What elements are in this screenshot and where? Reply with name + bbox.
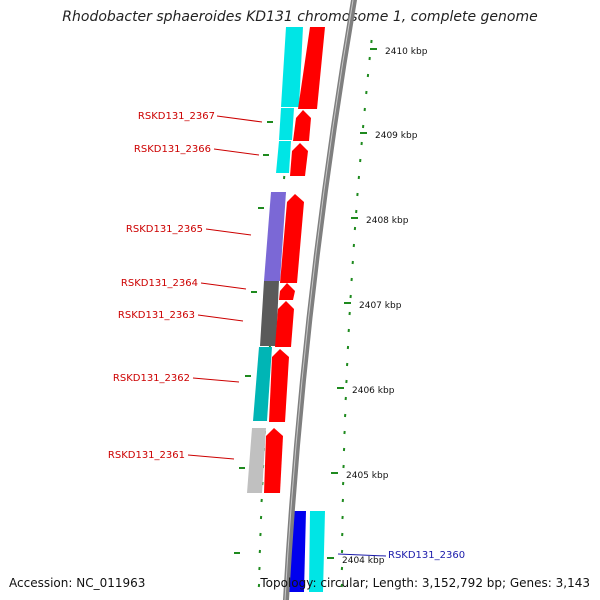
cog-bar-2360-b: [309, 511, 325, 592]
gene-arrow-2366: [290, 143, 308, 176]
cog-bar-2366: [276, 141, 291, 173]
scale-label-2409: 2409 kbp: [375, 131, 418, 141]
genome-backbone-highlight: [284, 0, 354, 600]
scale-label-2405: 2405 kbp: [346, 471, 389, 481]
cog-bar-top-cyan: [281, 27, 303, 107]
scale-ruler: 2410 kbp 2409 kbp 2408 kbp 2407 kbp 2406…: [327, 47, 428, 566]
scale-label-2408: 2408 kbp: [366, 216, 409, 226]
gene-label-2363[interactable]: RSKD131_2363: [118, 310, 195, 321]
cog-bar-2365: [264, 192, 286, 281]
scale-label-2406: 2406 kbp: [352, 386, 395, 396]
scale-label-2407: 2407 kbp: [359, 301, 402, 311]
leader-2365: [205, 228, 252, 236]
gene-arrow-top: [298, 27, 325, 109]
leader-2364: [200, 282, 247, 290]
gene-labels: RSKD131_2367 RSKD131_2366 RSKD131_2365 R…: [108, 111, 465, 561]
gene-arrow-2365: [280, 194, 304, 283]
gene-label-2366[interactable]: RSKD131_2366: [134, 144, 211, 155]
cog-track: [247, 27, 325, 592]
leader-2366: [213, 148, 260, 156]
gene-arrow-2364: [279, 283, 295, 300]
leader-2362: [192, 377, 240, 383]
genome-backbone: [283, 0, 357, 600]
gene-label-2360[interactable]: RSKD131_2360: [388, 550, 465, 561]
cog-bar-2367: [279, 108, 294, 140]
leader-2363: [197, 314, 244, 322]
accession-text: Accession: NC_011963: [9, 576, 146, 590]
leader-2360: [337, 553, 387, 557]
gene-label-2365[interactable]: RSKD131_2365: [126, 224, 203, 235]
gene-label-2361[interactable]: RSKD131_2361: [108, 450, 185, 461]
left-ruler-ticks: [234, 121, 273, 554]
leader-2361: [187, 454, 235, 460]
gene-label-2367[interactable]: RSKD131_2367: [138, 111, 215, 122]
scale-label-2410: 2410 kbp: [385, 47, 428, 57]
gene-label-2364[interactable]: RSKD131_2364: [121, 278, 198, 289]
gene-label-leaders: [187, 115, 387, 557]
cog-bar-2364: [260, 281, 279, 346]
gene-label-2362[interactable]: RSKD131_2362: [113, 373, 190, 384]
gene-arrow-2363: [275, 301, 294, 347]
cog-bar-2361: [247, 428, 266, 493]
cog-bar-2362: [253, 347, 272, 421]
map-title: Rhodobacter sphaeroides KD131 chromosome…: [62, 9, 538, 25]
gene-arrow-2361: [264, 428, 283, 493]
gene-arrow-2362: [269, 349, 289, 422]
scale-label-2404: 2404 kbp: [342, 556, 385, 566]
leader-2367: [216, 115, 263, 123]
gene-arrow-2367: [293, 110, 311, 141]
topology-text: Topology: circular; Length: 3,152,792 bp…: [260, 576, 590, 590]
gene-track: [264, 27, 325, 493]
